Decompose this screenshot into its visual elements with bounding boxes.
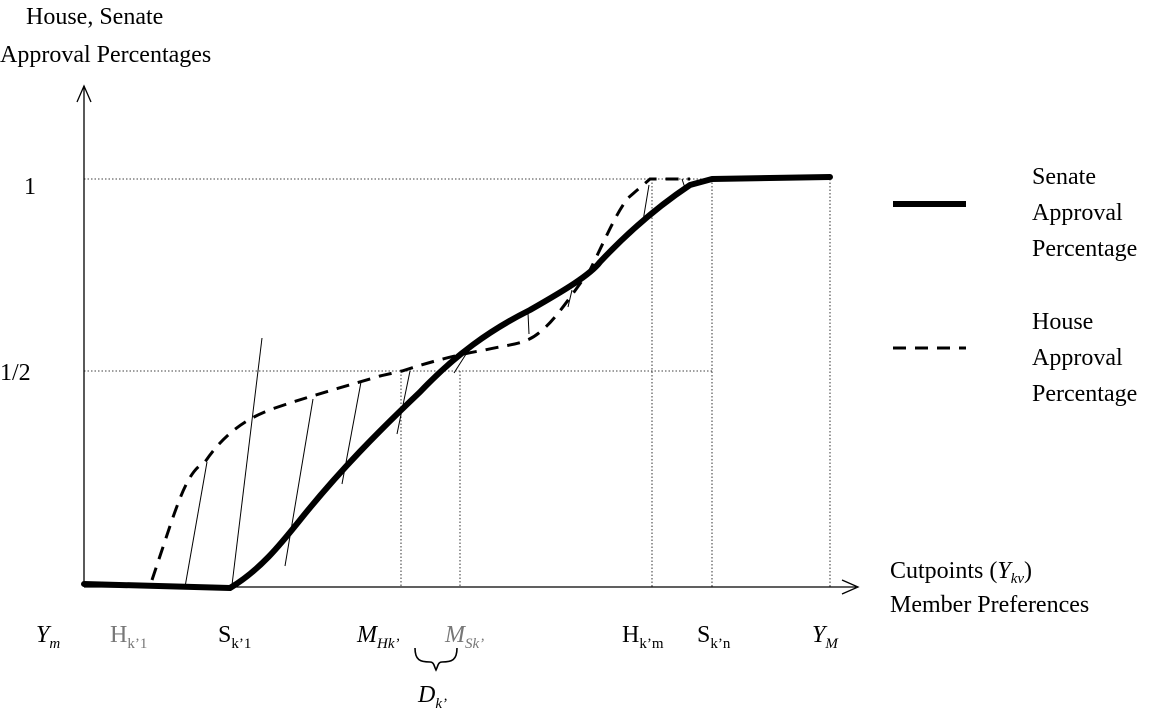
hatch-line (231, 337, 263, 586)
y-tick-one: 1 (24, 174, 36, 200)
y-axis-arrowhead (76, 84, 92, 103)
label-h-km: Hk’m (622, 622, 664, 652)
hatching (184, 178, 687, 588)
label-m-hk: MHk’ (356, 622, 400, 652)
x-axis-title-line2: Member Preferences (890, 592, 1089, 618)
legend-house-line3: Percentage (1032, 381, 1137, 407)
hatch-line (184, 461, 208, 588)
label-m-sk: MSk’ (444, 622, 484, 652)
label-h-k1: Hk’1 (110, 622, 147, 652)
x-axis-title-line1: Cutpoints (Ykv) (890, 558, 1032, 587)
hatch-line (567, 289, 573, 308)
legend-house-line1: House (1032, 309, 1093, 335)
house-approval-curve (150, 177, 690, 581)
label-s-kn: Sk’n (697, 622, 731, 652)
hatch-line (396, 370, 411, 435)
hatch-line (642, 184, 650, 222)
senate-approval-curve (81, 174, 833, 591)
axes (76, 84, 860, 595)
legend: Senate Approval Percentage House Approva… (893, 164, 1137, 407)
label-d-k: Dk’ (417, 682, 447, 712)
legend-senate-line3: Percentage (1032, 236, 1137, 262)
label-y-big-m: YM (812, 622, 839, 652)
y-tick-half: 1/2 (0, 360, 31, 386)
brace-d (414, 647, 458, 672)
legend-house-line2: Approval (1032, 345, 1123, 371)
hatch-line (284, 398, 314, 567)
label-s-k1: Sk’1 (218, 622, 251, 652)
label-y-m: Ym (36, 622, 60, 652)
hatch-line (527, 312, 530, 335)
y-axis-title-line2: Approval Percentages (0, 42, 211, 68)
y-axis-title-line1: House, Senate (26, 4, 163, 30)
legend-senate-line1: Senate (1032, 164, 1096, 190)
x-axis-arrowhead (841, 579, 860, 595)
legend-senate-line2: Approval (1032, 200, 1123, 226)
